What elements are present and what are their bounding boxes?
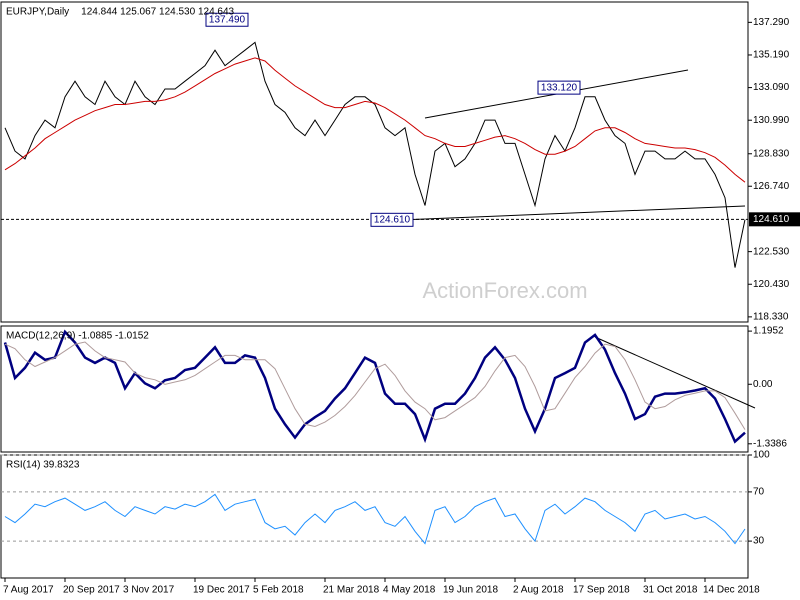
watermark: ActionForex.com bbox=[422, 278, 587, 303]
x-tick-label: 20 Sep 2017 bbox=[63, 585, 120, 596]
panel-title: MACD(12,26,9) -1.0885 -1.0152 bbox=[6, 331, 149, 342]
current-price-label: 124.610 bbox=[753, 214, 790, 225]
series-line bbox=[3, 329, 746, 444]
y-tick-label: 122.530 bbox=[753, 246, 790, 257]
y-tick-label: 30 bbox=[753, 536, 765, 547]
x-tick-label: 3 Nov 2017 bbox=[123, 585, 175, 596]
y-tick-label: 1.1952 bbox=[753, 326, 784, 337]
annotation-label: 137.490 bbox=[209, 14, 246, 25]
price-panel bbox=[0, 1, 749, 323]
y-tick-label: -1.3386 bbox=[753, 438, 787, 449]
series-line bbox=[4, 41, 746, 268]
trend-line bbox=[399, 205, 746, 221]
annotation-label: 124.610 bbox=[374, 214, 411, 225]
x-tick-label: 17 Sep 2018 bbox=[573, 585, 630, 596]
y-tick-label: 70 bbox=[753, 487, 765, 498]
panel-title: RSI(14) 39.8323 bbox=[6, 460, 80, 471]
x-tick-label: 2 Aug 2018 bbox=[513, 585, 564, 596]
y-tick-label: 135.190 bbox=[753, 50, 790, 61]
x-tick-label: 21 Mar 2018 bbox=[323, 585, 380, 596]
x-tick-label: 7 Aug 2017 bbox=[3, 585, 54, 596]
annotation-box bbox=[370, 212, 414, 227]
y-tick-label: 126.740 bbox=[753, 181, 790, 192]
x-tick-label: 4 May 2018 bbox=[383, 585, 436, 596]
x-tick-label: 31 Oct 2018 bbox=[643, 585, 698, 596]
y-tick-label: 130.990 bbox=[753, 115, 790, 126]
x-tick-label: 19 Dec 2017 bbox=[193, 585, 250, 596]
y-tick-label: 137.290 bbox=[753, 17, 790, 28]
x-tick-label: 5 Feb 2018 bbox=[253, 585, 304, 596]
current-price-box bbox=[749, 212, 800, 227]
y-tick-label: 128.830 bbox=[753, 148, 790, 159]
y-tick-label: 100 bbox=[753, 450, 770, 461]
series-line bbox=[4, 341, 746, 430]
annotation-box bbox=[205, 12, 249, 27]
series-line bbox=[4, 493, 746, 545]
annotation-label: 133.120 bbox=[541, 82, 578, 93]
panel-title: EURJPY,Daily bbox=[6, 7, 69, 18]
y-tick-label: 120.430 bbox=[753, 279, 790, 290]
macd-panel bbox=[0, 325, 749, 453]
y-tick-label: 0.00 bbox=[753, 379, 773, 390]
y-tick-label: 118.330 bbox=[753, 312, 789, 323]
series-line bbox=[4, 57, 746, 183]
annotation-box bbox=[537, 80, 581, 95]
trend-line bbox=[594, 336, 756, 409]
y-tick-label: 133.090 bbox=[753, 82, 790, 93]
x-tick-label: 19 Jun 2018 bbox=[443, 585, 498, 596]
panel-subtitle: 124.844 125.067 124.530 124.643 bbox=[81, 7, 234, 18]
x-tick-label: 14 Dec 2018 bbox=[703, 585, 760, 596]
